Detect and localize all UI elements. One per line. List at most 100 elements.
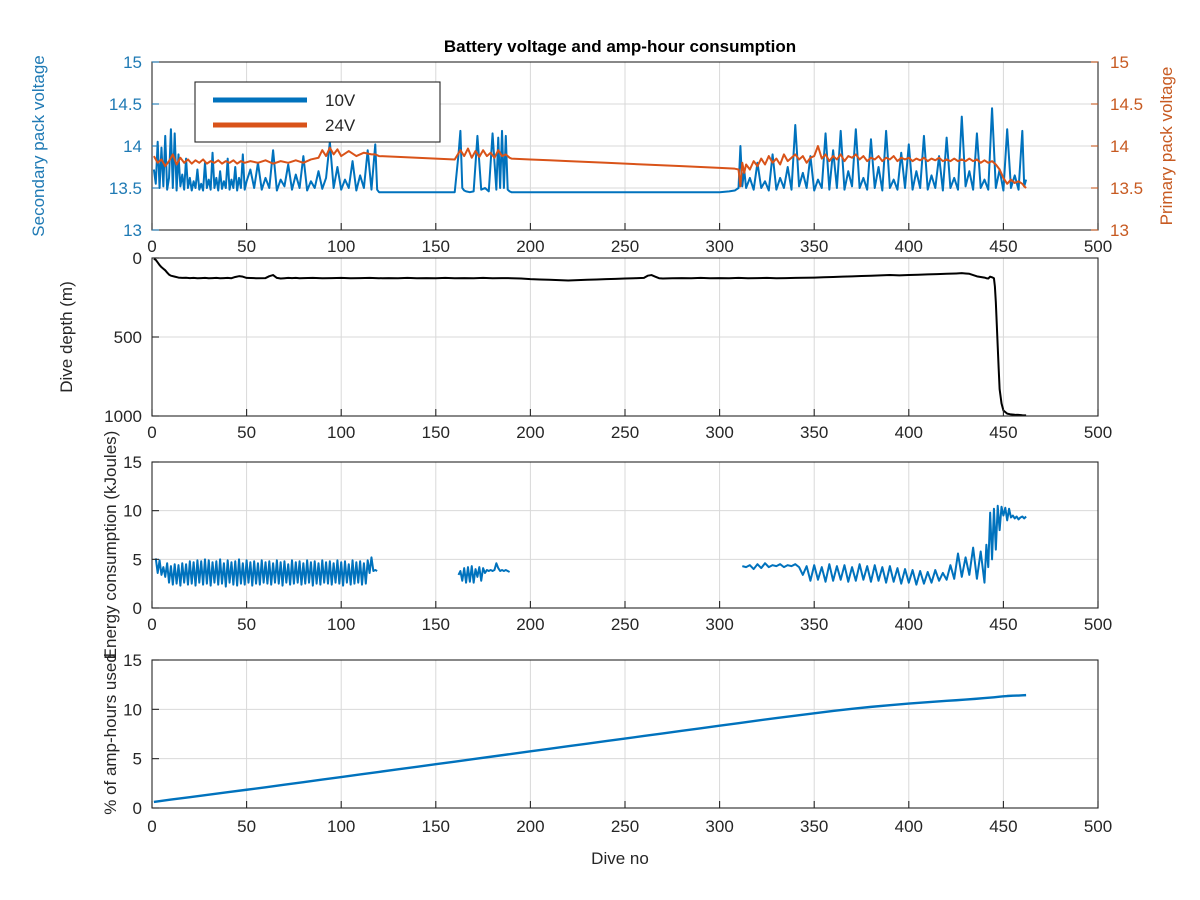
x-tick-label: 300 xyxy=(705,615,733,634)
x-tick-label: 50 xyxy=(237,817,256,836)
x-tick-label: 400 xyxy=(895,817,923,836)
x-tick-label: 0 xyxy=(147,423,156,442)
figure-title: Battery voltage and amp-hour consumption xyxy=(444,37,796,56)
x-tick-label: 100 xyxy=(327,237,355,256)
y-tick-label: 15 xyxy=(123,453,142,472)
x-tick-label: 400 xyxy=(895,237,923,256)
gridlines-energy xyxy=(152,462,1098,608)
x-tick-label: 250 xyxy=(611,237,639,256)
gridlines-depth xyxy=(152,258,1098,416)
ticks-energy xyxy=(151,461,1099,609)
ylabel-dive-depth: Dive depth (m) xyxy=(57,281,76,392)
x-tick-label: 400 xyxy=(895,615,923,634)
subplot-voltage: 0 50 100 150 200 250 300 350 400 450 5001313.51414… xyxy=(29,37,1176,256)
x-tick-label: 500 xyxy=(1084,817,1112,836)
y-tick-label-left: 14.5 xyxy=(109,95,142,114)
x-tick-label: 0 xyxy=(147,237,156,256)
x-tick-label: 150 xyxy=(422,423,450,442)
subplot-energy: 0 50 100 150 200 250 300 350 400 450 500 0 5 10 15Ener… xyxy=(101,431,1112,660)
series-group-energy xyxy=(154,504,1027,588)
x-tick-label: 250 xyxy=(611,423,639,442)
ticks-depth xyxy=(151,257,1099,417)
y-tick-label-right: 14.5 xyxy=(1110,95,1143,114)
x-tick-label: 100 xyxy=(327,423,355,442)
x-tick-label: 500 xyxy=(1084,615,1112,634)
x-tick-label: 450 xyxy=(989,817,1017,836)
x-tick-label: 250 xyxy=(611,615,639,634)
x-tick-label: 200 xyxy=(516,817,544,836)
x-tick-label: 150 xyxy=(422,817,450,836)
y-tick-label-right: 13 xyxy=(1110,221,1129,240)
tick-labels-voltage: 0 50 100 150 200 250 300 350 400 450 5001313.51414… xyxy=(109,53,1143,256)
series-line-amp-hours xyxy=(153,693,1027,804)
x-tick-label: 450 xyxy=(989,615,1017,634)
x-tick-label: 0 xyxy=(147,817,156,836)
y-tick-label: 15 xyxy=(123,651,142,670)
x-tick-label: 350 xyxy=(800,423,828,442)
x-tick-label: 200 xyxy=(516,615,544,634)
subplot-dive-depth: 0 50 100 150 200 250 300 350 400 450 500 0 500 1000 Di… xyxy=(57,249,1112,442)
gridlines-amp xyxy=(152,660,1098,808)
y-tick-label-left: 13 xyxy=(123,221,142,240)
x-tick-label: 400 xyxy=(895,423,923,442)
legend-label-24V: 24V xyxy=(325,116,356,135)
y-tick-label: 10 xyxy=(123,502,142,521)
x-tick-label: 200 xyxy=(516,423,544,442)
x-tick-label: 450 xyxy=(989,237,1017,256)
tick-labels-depth: 0 50 100 150 200 250 300 350 400 450 500 0 500 1000 xyxy=(104,249,1112,442)
series-line-24v xyxy=(153,145,1027,189)
ylabel-secondary-pack-voltage: Secondary pack voltage xyxy=(29,55,48,236)
legend-label-10V: 10V xyxy=(325,91,356,110)
x-tick-label: 250 xyxy=(611,817,639,836)
y-tick-label: 500 xyxy=(114,328,142,347)
x-tick-label: 0 xyxy=(147,615,156,634)
x-tick-label: 300 xyxy=(705,237,733,256)
x-tick-label: 150 xyxy=(422,615,450,634)
ticks-voltage xyxy=(151,61,1099,231)
y-tick-label: 5 xyxy=(133,550,142,569)
x-tick-label: 300 xyxy=(705,423,733,442)
y-tick-label: 0 xyxy=(133,799,142,818)
y-tick-label: 0 xyxy=(133,249,142,268)
y-tick-label: 5 xyxy=(133,750,142,769)
x-tick-label: 50 xyxy=(237,423,256,442)
series-line-energy-seg0 xyxy=(154,556,378,588)
series-line-energy-seg2 xyxy=(742,504,1027,586)
xlabel-dive-no: Dive no xyxy=(591,849,649,868)
x-tick-label: 300 xyxy=(705,817,733,836)
x-tick-label: 500 xyxy=(1084,237,1112,256)
ticks-amp xyxy=(151,659,1099,809)
y-tick-label-right: 14 xyxy=(1110,137,1129,156)
ylabel-energy-consumption: Energy consumption (kJoules) xyxy=(101,431,120,660)
series-line-energy-seg1 xyxy=(457,562,511,584)
series-group-voltage xyxy=(152,107,1028,194)
x-tick-label: 100 xyxy=(327,615,355,634)
y-tick-label-left: 14 xyxy=(123,137,142,156)
x-tick-label: 50 xyxy=(237,237,256,256)
x-tick-label: 200 xyxy=(516,237,544,256)
series-line-dive-depth xyxy=(153,257,1027,417)
y-tick-label: 10 xyxy=(123,700,142,719)
x-tick-label: 150 xyxy=(422,237,450,256)
x-tick-label: 350 xyxy=(800,817,828,836)
y-tick-label-left: 13.5 xyxy=(109,179,142,198)
ylabel-percent-amp-hours: % of amp-hours used xyxy=(101,653,120,815)
x-tick-label: 100 xyxy=(327,817,355,836)
x-tick-label: 450 xyxy=(989,423,1017,442)
legend-box[interactable] xyxy=(194,81,441,143)
y-tick-label: 0 xyxy=(133,599,142,618)
x-tick-label: 500 xyxy=(1084,423,1112,442)
y-tick-label: 1000 xyxy=(104,407,142,426)
x-tick-label: 350 xyxy=(800,237,828,256)
x-tick-label: 50 xyxy=(237,615,256,634)
tick-labels-amp: 0 50 100 150 200 250 300 350 400 450 500 0 5 10 15 xyxy=(123,651,1112,836)
tick-labels-energy: 0 50 100 150 200 250 300 350 400 450 500 0 5 10 15 xyxy=(123,453,1112,634)
y-tick-label-left: 15 xyxy=(123,53,142,72)
subplot-amp-hours: 0 50 100 150 200 250 300 350 400 450 500 0 5 10 15% of… xyxy=(101,651,1112,868)
ylabel-primary-pack-voltage: Primary pack voltage xyxy=(1157,67,1176,226)
x-tick-label: 350 xyxy=(800,615,828,634)
series-line-10v xyxy=(152,107,1028,194)
